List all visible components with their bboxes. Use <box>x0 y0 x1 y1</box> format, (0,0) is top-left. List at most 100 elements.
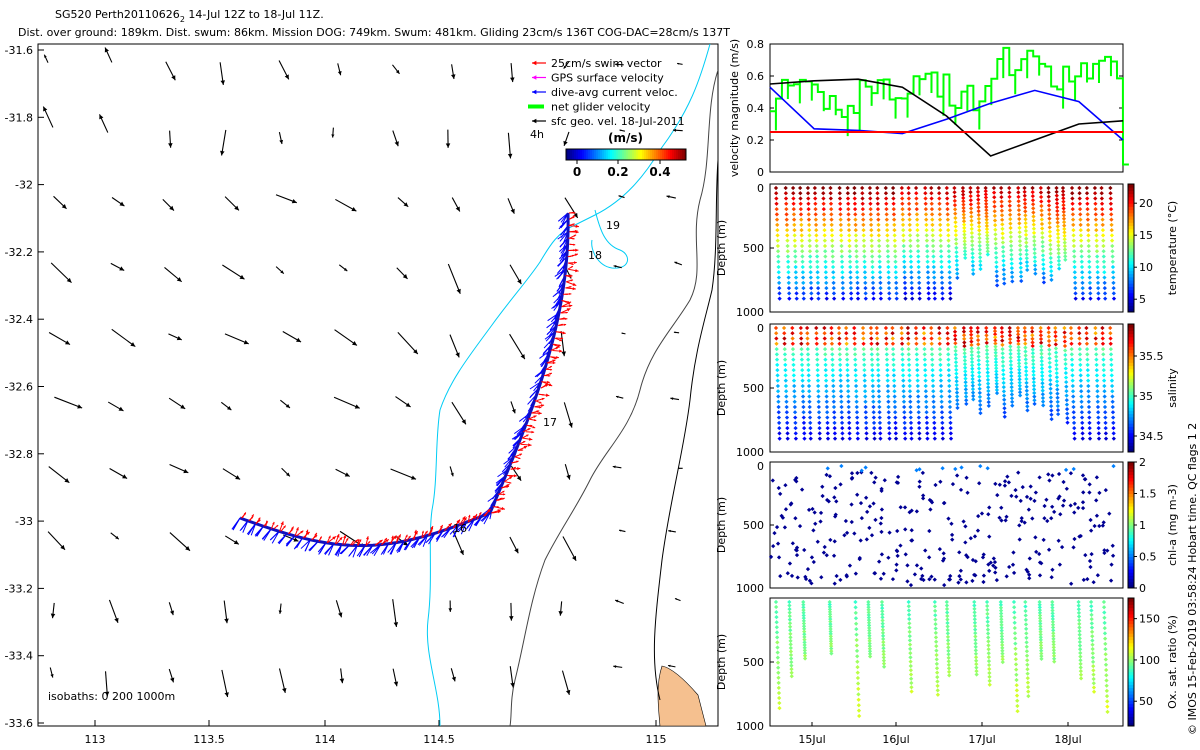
profile-point <box>828 629 833 634</box>
profile-point <box>871 399 876 404</box>
profile-point <box>839 254 844 259</box>
profile-point <box>997 482 1002 487</box>
profile-point <box>932 285 937 291</box>
profile-point <box>1008 221 1013 226</box>
profile-point <box>1081 490 1086 495</box>
section-colorbar-step <box>1128 665 1134 669</box>
profile-point <box>872 571 878 576</box>
profile-point <box>1020 484 1025 490</box>
profile-point <box>824 472 829 478</box>
profile-point <box>993 481 998 486</box>
profile-point <box>782 341 787 346</box>
profile-point <box>1039 217 1044 222</box>
profile-point <box>1063 467 1069 473</box>
profile-point <box>880 630 886 635</box>
profile-point <box>908 420 914 425</box>
section-colorbar-step <box>1128 324 1134 328</box>
profile-point <box>986 562 991 567</box>
profile-point <box>844 573 849 578</box>
profile-point <box>905 579 910 584</box>
profile-point <box>1040 377 1045 382</box>
profile-point <box>1079 264 1085 270</box>
profile-point <box>929 325 934 331</box>
profile-point <box>891 357 896 362</box>
section-colorbar-tick-label: 5 <box>1139 293 1146 306</box>
section-colorbar-step <box>1128 372 1134 376</box>
profile-point <box>1041 257 1046 263</box>
profile-point <box>1111 431 1116 436</box>
geo-arrow <box>561 670 571 695</box>
geo-arrow <box>390 468 417 480</box>
profile-point <box>908 651 913 656</box>
profile-point <box>945 336 950 341</box>
profile-point <box>1041 280 1047 285</box>
profile-point <box>866 605 871 610</box>
profile-point <box>1017 364 1022 369</box>
profile-point <box>1038 629 1043 634</box>
profile-point <box>909 685 914 690</box>
profile-point <box>916 399 921 404</box>
profile-point <box>1108 185 1113 191</box>
profile-point <box>1109 368 1114 373</box>
swim-vector <box>568 237 575 240</box>
profile-point <box>1024 256 1029 261</box>
profile-point <box>775 378 780 383</box>
profile-point <box>830 368 835 373</box>
section-colorbar-step <box>1128 581 1134 586</box>
profile-point <box>984 348 990 353</box>
swim-vector <box>514 456 521 460</box>
profile-point <box>1022 197 1028 202</box>
geo-arrow <box>110 532 120 540</box>
profile-point <box>877 254 882 259</box>
profile-point <box>977 390 982 395</box>
profile-point <box>915 243 921 249</box>
section-colorbar-step <box>1128 601 1134 605</box>
profile-point <box>993 227 998 232</box>
geo-arrow <box>224 535 240 545</box>
profile-point <box>1086 228 1091 233</box>
profile-point <box>916 275 922 280</box>
profile-point <box>1084 185 1089 191</box>
section-colorbar-step <box>1128 490 1134 494</box>
profile-point <box>945 610 950 615</box>
profile-point <box>1053 338 1058 343</box>
profile-point <box>895 553 900 559</box>
profile-point <box>893 259 898 264</box>
profile-point <box>1101 243 1106 249</box>
profile-point <box>1019 278 1024 284</box>
profile-point <box>1091 685 1097 690</box>
profile-point <box>830 238 835 243</box>
profile-point <box>1061 498 1067 503</box>
profile-point <box>1087 275 1092 280</box>
profile-point <box>1048 399 1054 404</box>
profile-point <box>1041 275 1046 281</box>
profile-point <box>787 296 792 301</box>
profile-point <box>867 625 872 631</box>
profile-point <box>776 399 781 404</box>
profile-point <box>1024 244 1029 249</box>
profile-point <box>868 201 873 206</box>
geo-arrow <box>335 468 350 477</box>
profile-point <box>853 373 858 378</box>
section-colorbar-tick-label: 34.5 <box>1139 430 1164 443</box>
geo-arrow <box>509 333 526 360</box>
profile-point <box>976 220 982 225</box>
profile-point <box>953 220 958 225</box>
profile-point <box>1102 394 1107 399</box>
profile-point <box>929 331 934 336</box>
map-colorbar-step <box>612 149 615 160</box>
map-colorbar-step <box>576 149 579 160</box>
profile-point <box>1009 257 1014 262</box>
profile-point <box>1086 249 1092 254</box>
profile-point <box>864 431 869 436</box>
profile-point <box>825 466 830 471</box>
dac-vector <box>558 218 569 230</box>
profile-point <box>945 620 950 626</box>
profile-point <box>867 185 873 191</box>
profile-point <box>855 675 861 681</box>
profile-point <box>973 648 978 653</box>
profile-point <box>1097 523 1102 529</box>
profile-point <box>1031 230 1037 235</box>
geo-arrow <box>509 264 522 285</box>
profile-point <box>862 249 867 254</box>
